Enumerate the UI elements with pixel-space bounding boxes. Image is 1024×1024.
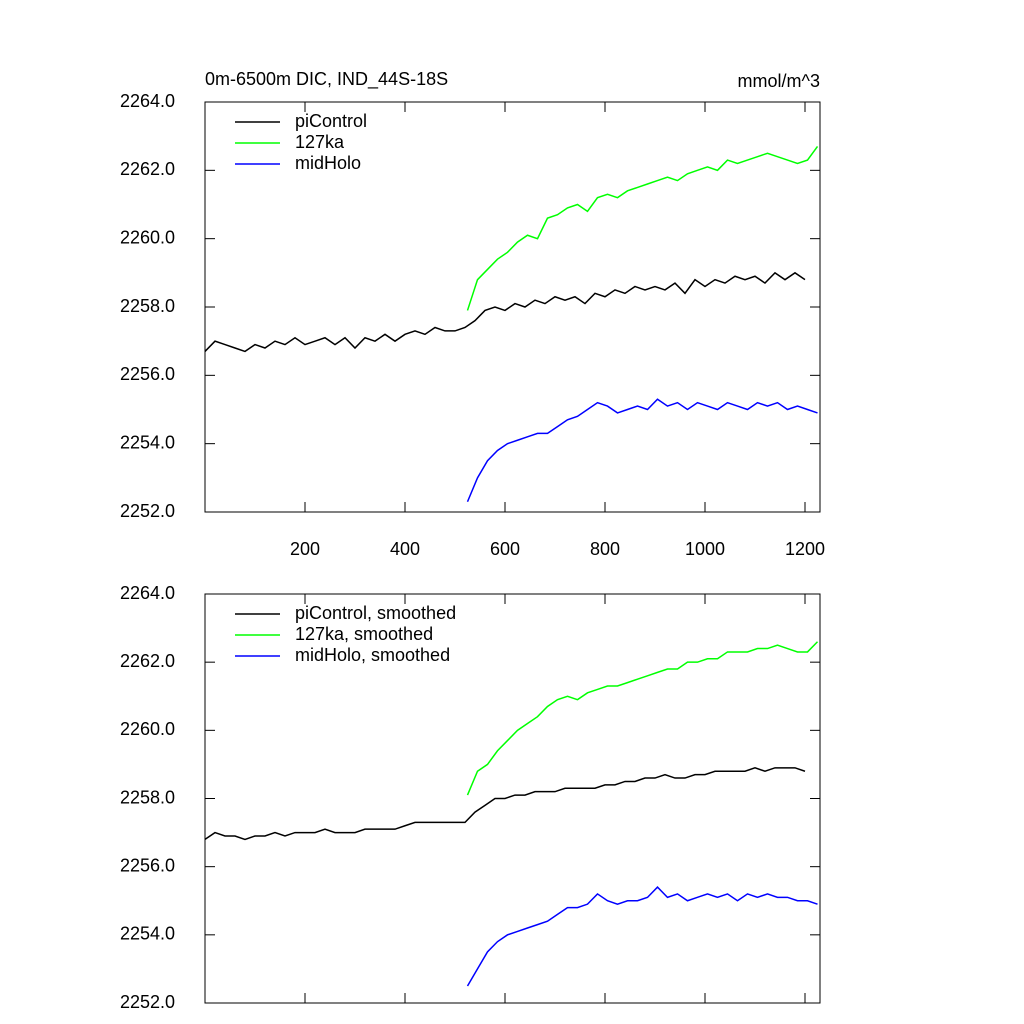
- units-label: mmol/m^3: [738, 71, 820, 91]
- data-line: [204, 767, 806, 841]
- y-tick-label: 2258.0: [120, 787, 175, 807]
- y-tick-label: 2256.0: [120, 855, 175, 875]
- y-tick-label: 2254.0: [120, 432, 175, 452]
- legend-label: midHolo: [295, 153, 361, 173]
- y-tick-label: 2262.0: [120, 651, 175, 671]
- legend-label: piControl: [295, 111, 367, 131]
- y-tick-label: 2256.0: [120, 364, 175, 384]
- legend-label: 127ka: [295, 132, 345, 152]
- y-tick-label: 2260.0: [120, 227, 175, 247]
- data-line: [466, 641, 819, 796]
- x-tick-label: 1000: [685, 539, 725, 559]
- y-tick-label: 2264.0: [120, 583, 175, 603]
- y-tick-label: 2252.0: [120, 501, 175, 521]
- x-tick-label: 600: [490, 539, 520, 559]
- y-tick-label: 2252.0: [120, 992, 175, 1012]
- legend-label: midHolo, smoothed: [295, 645, 450, 665]
- x-tick-label: 200: [290, 539, 320, 559]
- legend-label: 127ka, smoothed: [295, 624, 433, 644]
- data-line: [466, 145, 819, 311]
- x-tick-label: 400: [390, 539, 420, 559]
- data-line: [466, 886, 818, 987]
- y-tick-label: 2254.0: [120, 924, 175, 944]
- data-line: [204, 271, 806, 353]
- y-tick-label: 2264.0: [120, 91, 175, 111]
- x-tick-label: 1200: [785, 539, 825, 559]
- x-tick-label: 800: [590, 539, 620, 559]
- data-line: [466, 398, 818, 503]
- y-tick-label: 2258.0: [120, 296, 175, 316]
- y-tick-label: 2260.0: [120, 719, 175, 739]
- legend-label: piControl, smoothed: [295, 603, 456, 623]
- chart-title: 0m-6500m DIC, IND_44S-18S: [205, 69, 448, 90]
- y-tick-label: 2262.0: [120, 159, 175, 179]
